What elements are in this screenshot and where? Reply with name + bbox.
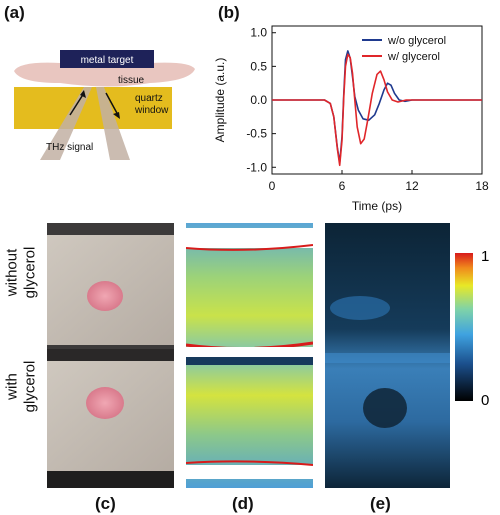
label-window: window [134, 105, 169, 116]
x-tick-label: 18 [475, 179, 489, 193]
reflected-arrow [105, 92, 119, 116]
legend-label: w/ glycerol [387, 51, 440, 63]
incident-arrowhead [80, 90, 86, 98]
y-tick-label: -1.0 [246, 160, 267, 174]
y-tick-label: -0.5 [246, 127, 267, 141]
x-tick-label: 0 [269, 179, 276, 193]
colorbar-max-label: 1 [481, 248, 490, 265]
tissue-layer [14, 62, 195, 87]
x-tick-label: 12 [405, 179, 419, 193]
y-axis-label: Amplitude (a.u.) [213, 58, 227, 143]
row-label-without-glycerol: glycerol [21, 246, 39, 299]
sample-dot-bottom [86, 387, 124, 419]
panel-label-e: (e) [370, 494, 391, 513]
series-line-w-glycerol [272, 53, 482, 167]
label-thz-signal: THz signal [46, 142, 93, 153]
photo-panel [47, 223, 174, 488]
thz-waveform-chart: 0 6 12 18 1.0 0.5 0.0 -0.5 -1.0 w/o glycerol w/ g… [213, 25, 489, 213]
thz-image-panel-d [186, 223, 313, 488]
metal-target [60, 50, 154, 68]
colorbar [455, 253, 473, 401]
thz-image-panel-e [325, 223, 450, 488]
label-metal-target: metal target [81, 55, 134, 66]
incident-beam [40, 87, 92, 160]
incident-arrow [69, 92, 85, 116]
schematic-diagram: metal target tissue quartz window THz si… [14, 50, 195, 160]
row-label-with: with [3, 373, 21, 400]
colorbar-min-label: 0 [481, 392, 490, 409]
y-tick-label: 1.0 [250, 26, 267, 40]
y-tick-label: 0.0 [250, 93, 267, 107]
legend-label: w/o glycerol [387, 35, 446, 47]
quartz-window [14, 87, 172, 129]
label-tissue: tissue [118, 75, 145, 86]
series-line-w-o-glycerol [272, 50, 482, 164]
x-tick-label: 6 [339, 179, 346, 193]
row-label-with-glycerol: glycerol [21, 360, 39, 413]
panel-label-c: (c) [95, 494, 116, 513]
y-tick-label: 0.5 [250, 59, 267, 73]
row-label-without: without [3, 248, 21, 297]
panel-label-d: (d) [232, 494, 254, 513]
reflected-beam [96, 87, 130, 160]
panel-label-a: (a) [4, 3, 25, 22]
label-quartz: quartz [135, 93, 163, 104]
panel-label-b: (b) [218, 3, 240, 22]
sample-dot-top [87, 281, 123, 311]
sample-shadow [363, 388, 407, 428]
x-axis-label: Time (ps) [352, 199, 402, 213]
reflected-arrowhead [113, 112, 120, 119]
